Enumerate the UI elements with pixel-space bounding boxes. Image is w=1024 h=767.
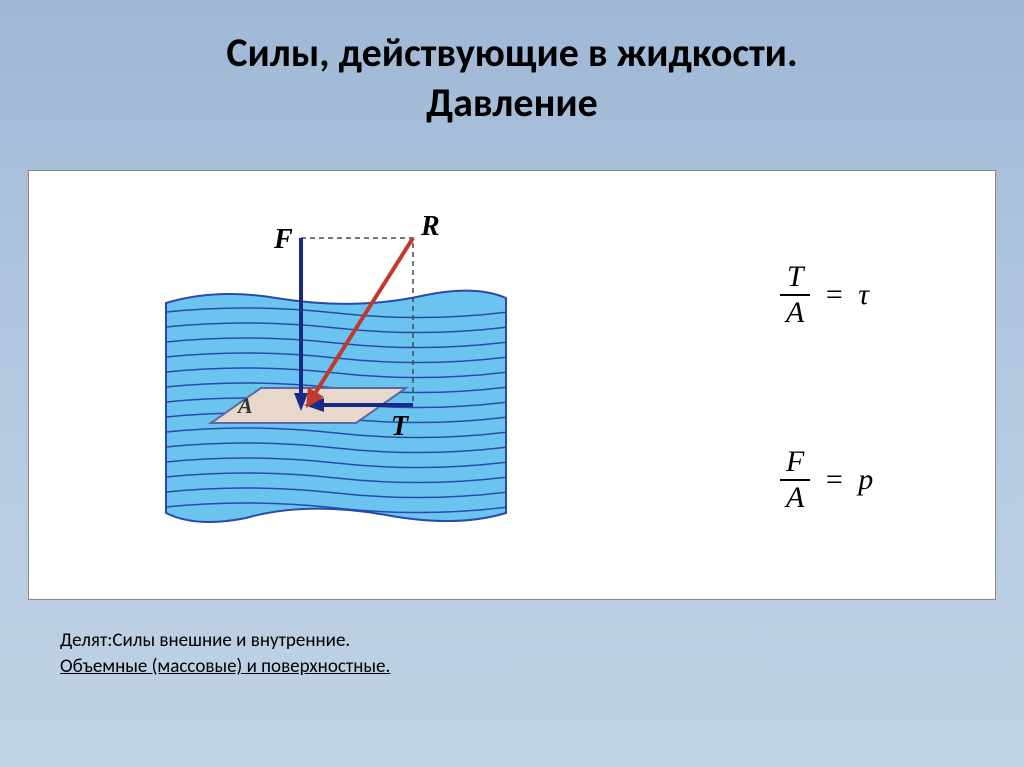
- formula-p-den: A: [780, 481, 810, 515]
- equals-sign: =: [826, 463, 843, 497]
- formula-p-rhs: p: [858, 463, 873, 497]
- formula-tau-num: T: [780, 260, 810, 296]
- caption: Делят:Силы внешние и внутренние. Объемны…: [60, 628, 390, 679]
- formula-p: F A = p: [780, 445, 873, 515]
- caption-line2: Объемные (массовые) и поверхностные.: [60, 655, 390, 678]
- formula-tau-den: A: [780, 296, 810, 330]
- title-line1: Силы, действующие в жидкости.: [226, 28, 797, 77]
- equals-sign: =: [826, 278, 843, 312]
- title-line2: Давление: [426, 78, 598, 127]
- formula-tau-rhs: τ: [858, 278, 869, 312]
- caption-line1: Делят:Силы внешние и внутренние.: [60, 629, 350, 652]
- label-r: R: [420, 211, 440, 242]
- formula-p-num: F: [780, 445, 810, 481]
- label-f: F: [273, 224, 293, 255]
- label-a: A: [236, 393, 253, 418]
- forces-diagram: F R T A: [156, 183, 516, 543]
- label-t: T: [391, 411, 410, 442]
- content-box: F R T A: [28, 170, 996, 600]
- formula-tau: T A = τ: [780, 260, 869, 330]
- page-title: Силы, действующие в жидкости. Давление: [0, 0, 1024, 128]
